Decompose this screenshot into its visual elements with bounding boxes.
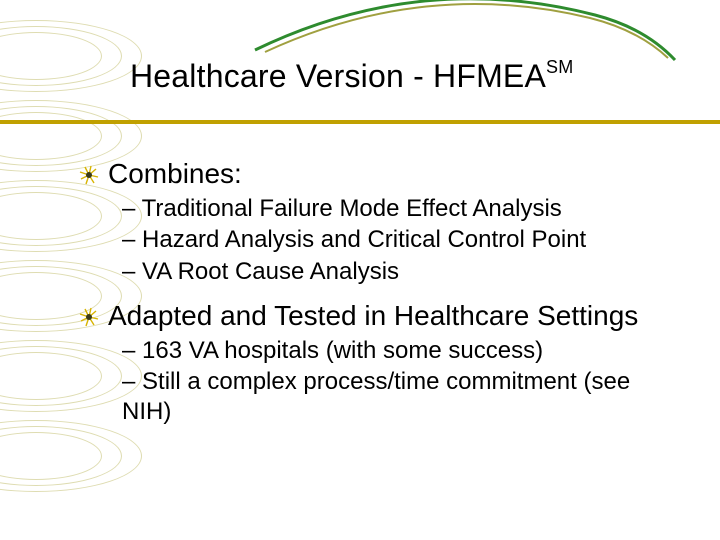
title-superscript: SM — [546, 57, 573, 77]
sub-bullet: – Traditional Failure Mode Effect Analys… — [122, 194, 678, 223]
bullet-block: Combines: – Traditional Failure Mode Eff… — [78, 158, 678, 286]
bullet-level1: Adapted and Tested in Healthcare Setting… — [78, 300, 678, 332]
bullet-block: Adapted and Tested in Healthcare Setting… — [78, 300, 678, 426]
slide-body: Combines: – Traditional Failure Mode Eff… — [78, 158, 678, 440]
sub-bullet: – VA Root Cause Analysis — [122, 257, 678, 286]
sub-bullet: – Still a complex process/time commitmen… — [122, 367, 678, 426]
sub-bullet: – 163 VA hospitals (with some success) — [122, 336, 678, 365]
bullet-text: Adapted and Tested in Healthcare Setting… — [108, 300, 638, 332]
starburst-icon — [78, 164, 100, 186]
slide: Healthcare Version - HFMEASM — [0, 0, 720, 540]
title-main: Healthcare Version - HFMEA — [130, 58, 546, 94]
starburst-icon — [78, 306, 100, 328]
title-underline — [0, 120, 720, 124]
slide-title: Healthcare Version - HFMEASM — [130, 58, 690, 95]
bullet-level1: Combines: — [78, 158, 678, 190]
bullet-text: Combines: — [108, 158, 242, 190]
sub-bullet: – Hazard Analysis and Critical Control P… — [122, 225, 678, 254]
